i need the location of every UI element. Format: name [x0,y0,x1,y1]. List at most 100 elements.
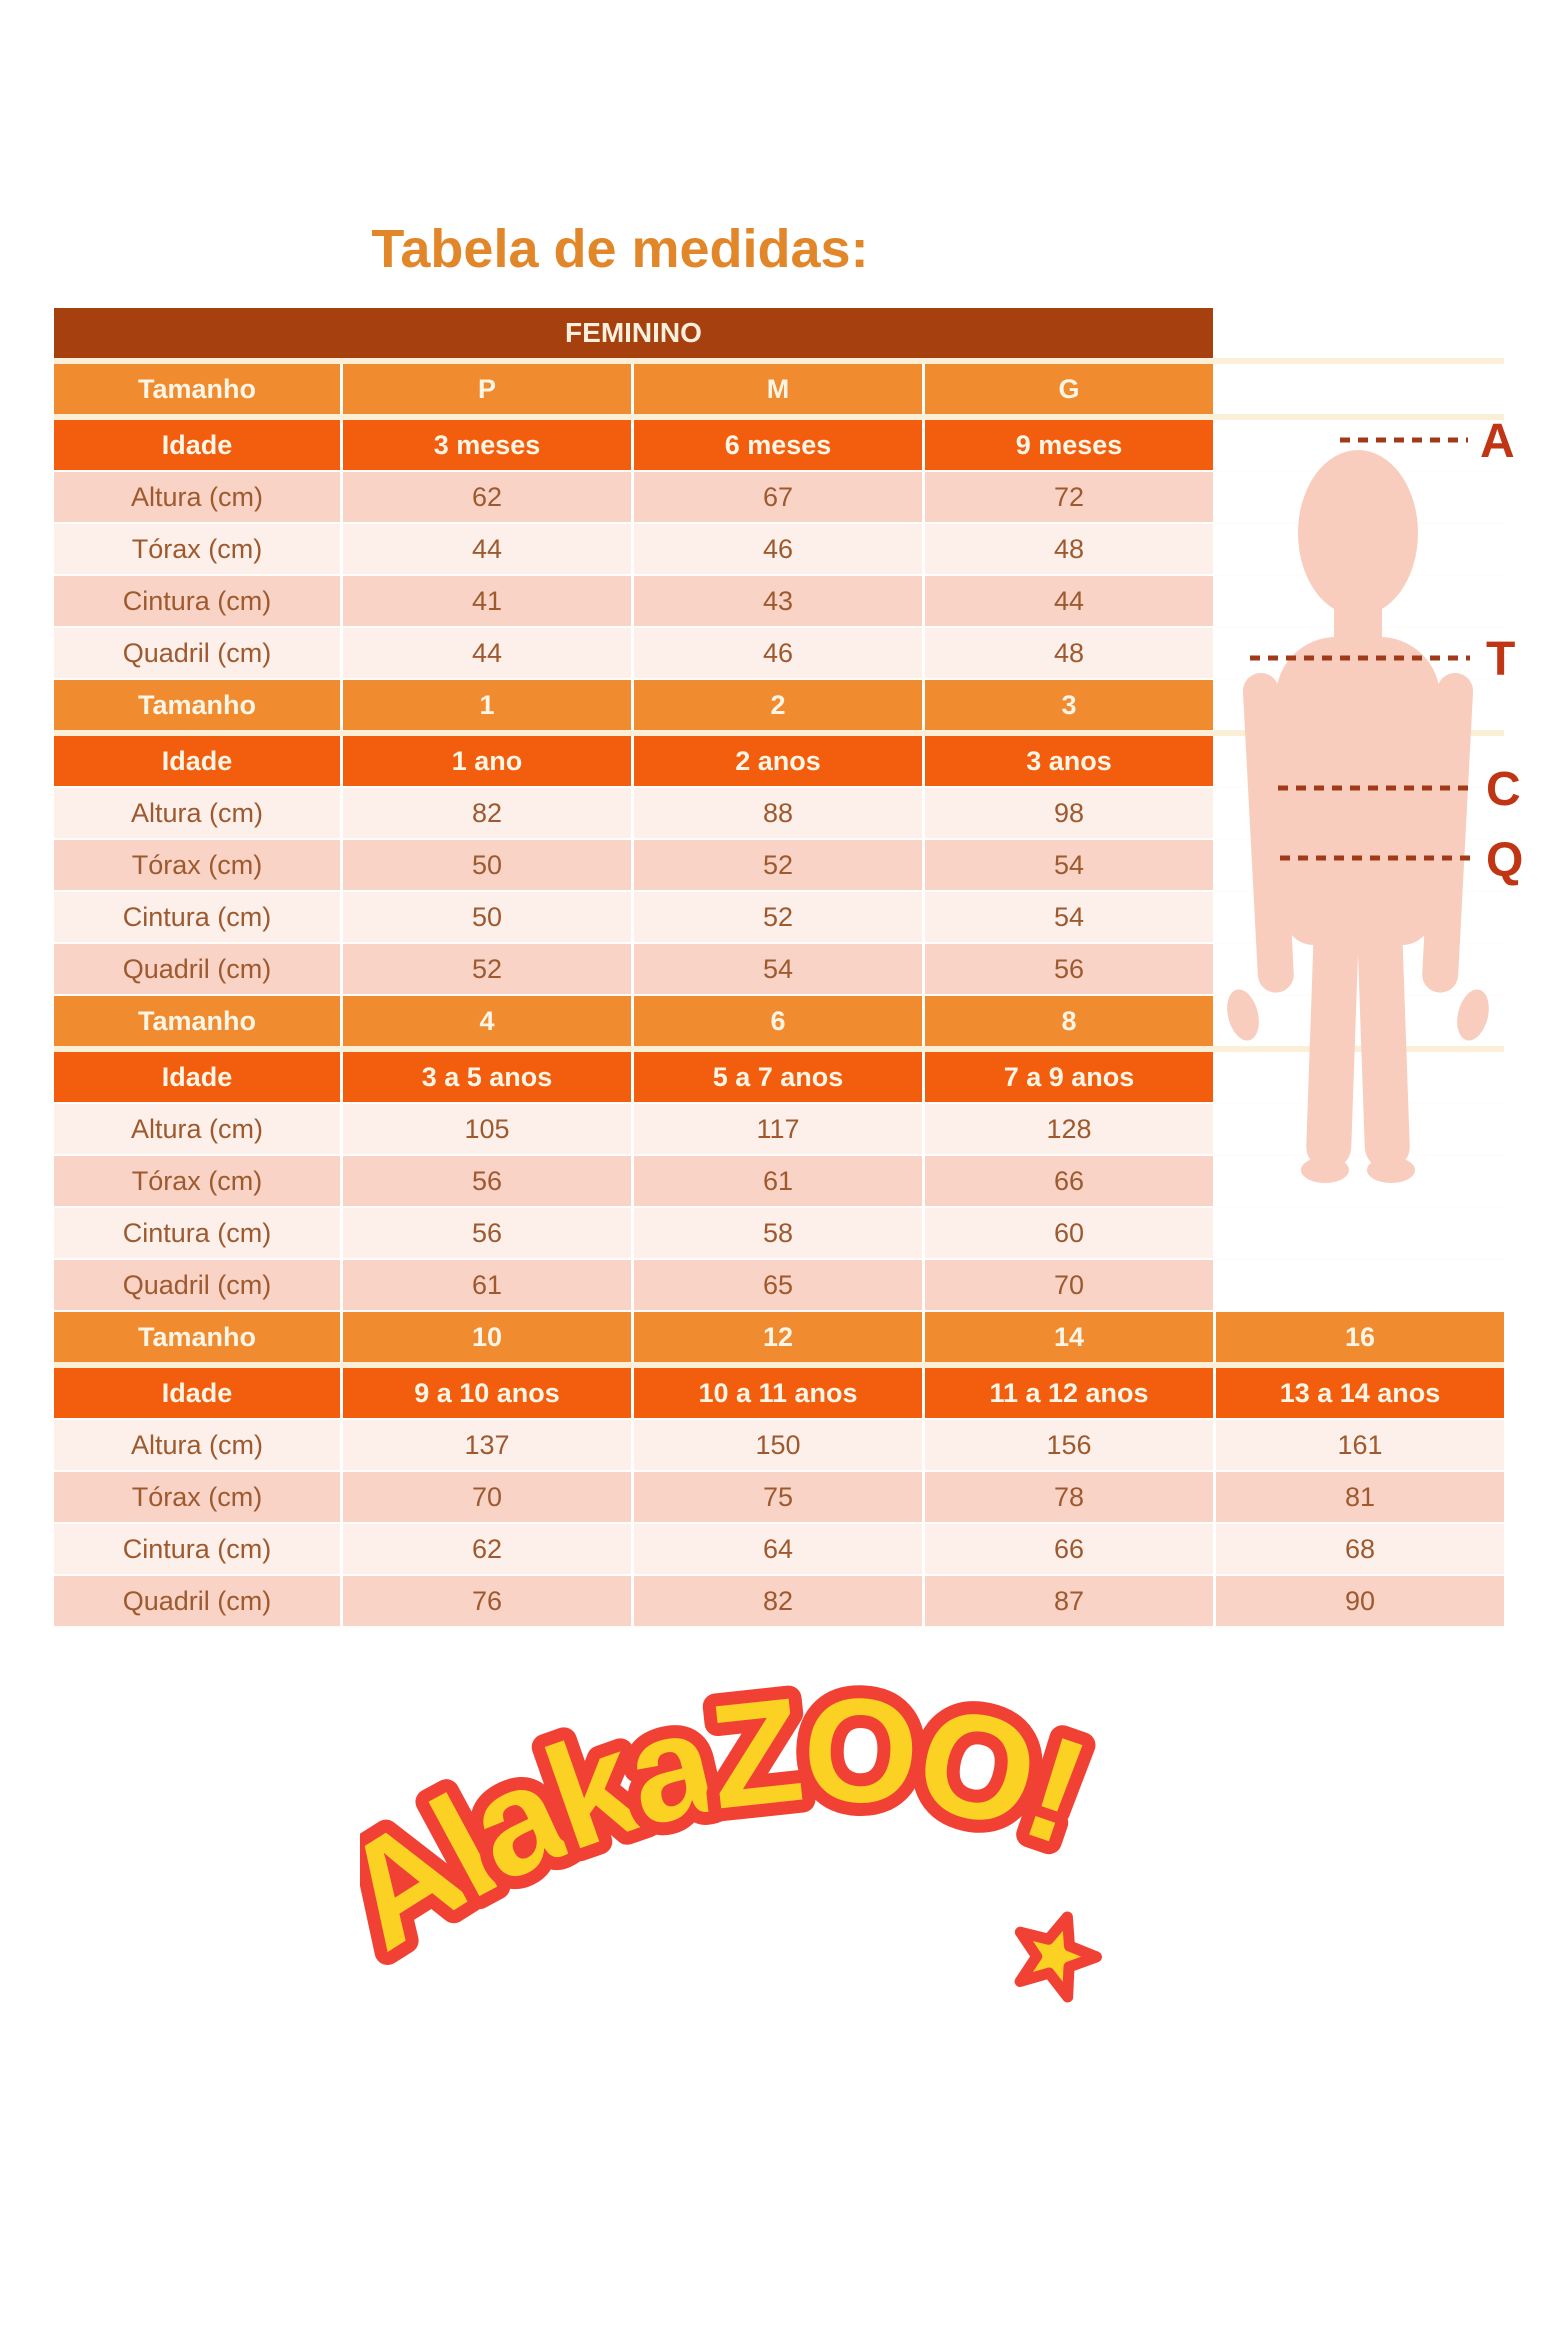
gender-header-cell: FEMININO [54,308,1213,358]
hip-letter-label: Q [1486,834,1523,887]
child-silhouette [1227,450,1489,1183]
age-value-cell: 6 meses [634,420,922,470]
waist-row-label-cell: Cintura (cm) [54,892,340,942]
height-row-label-cell: Altura (cm) [54,472,340,522]
chest-letter-label: T [1486,633,1515,686]
chest-value-cell: 44 [343,524,631,574]
hip-value-cell: 54 [634,944,922,994]
waist-value-cell: 50 [343,892,631,942]
size-row-label-cell: Tamanho [54,1312,340,1362]
hip-value-cell: 46 [634,628,922,678]
age-value-cell: 9 a 10 anos [343,1368,631,1418]
table-row-height: Altura (cm) 105 117 128 [54,1104,1504,1156]
waist-value-cell: 62 [343,1524,631,1574]
waist-value-cell: 54 [925,892,1213,942]
age-value-cell: 3 anos [925,736,1213,786]
brand-logo: AlakaZOO! [360,1653,1119,2003]
chest-value-cell: 81 [1216,1472,1504,1522]
height-value-cell: 98 [925,788,1213,838]
table-row-hip: Quadril (cm) 61 65 70 [54,1260,1504,1312]
chest-row-label-cell: Tórax (cm) [54,840,340,890]
table-row-chest: Tórax (cm) 44 46 48 [54,524,1504,576]
chest-value-cell: 78 [925,1472,1213,1522]
waist-row-label-cell: Cintura (cm) [54,1208,340,1258]
size-value-cell: 1 [343,680,631,730]
size-chart-table: FEMININO Tamanho P M G Idade 3 meses 6 meses 9 m… [54,308,1504,1628]
hip-value-cell: 87 [925,1576,1213,1626]
hip-value-cell: 82 [634,1576,922,1626]
table-row-chest: Tórax (cm) 56 61 66 [54,1156,1504,1208]
table-row-age: Idade 9 a 10 anos 10 a 11 anos 11 a 12 anos… [54,1368,1504,1420]
hip-value-cell: 90 [1216,1576,1504,1626]
table-row-chest: Tórax (cm) 50 52 54 [54,840,1504,892]
size-value-cell: 12 [634,1312,922,1362]
height-value-cell: 150 [634,1420,922,1470]
waist-row-label-cell: Cintura (cm) [54,1524,340,1574]
hip-row-label-cell: Quadril (cm) [54,1576,340,1626]
age-row-label-cell: Idade [54,736,340,786]
size-value-cell: 2 [634,680,922,730]
table-row-height: Altura (cm) 82 88 98 [54,788,1504,840]
waist-value-cell: 58 [634,1208,922,1258]
table-row-waist: Cintura (cm) 62 64 66 68 [54,1524,1504,1576]
age-value-cell: 3 a 5 anos [343,1052,631,1102]
chest-value-cell: 66 [925,1156,1213,1206]
table-row-waist: Cintura (cm) 50 52 54 [54,892,1504,944]
height-value-cell: 62 [343,472,631,522]
chest-value-cell: 61 [634,1156,922,1206]
age-row-label-cell: Idade [54,1052,340,1102]
age-value-cell: 1 ano [343,736,631,786]
table-row-waist: Cintura (cm) 56 58 60 [54,1208,1504,1260]
waist-value-cell: 41 [343,576,631,626]
hip-value-cell: 76 [343,1576,631,1626]
size-value-cell: 14 [925,1312,1213,1362]
size-value-cell: P [343,364,631,414]
brand-logo-text: AlakaZOO! [360,1653,1119,1994]
table-row-hip: Quadril (cm) 76 82 87 90 [54,1576,1504,1628]
chest-row-label-cell: Tórax (cm) [54,1156,340,1206]
age-value-cell: 9 meses [925,420,1213,470]
age-row-label-cell: Idade [54,1368,340,1418]
height-letter-label: A [1480,415,1515,468]
table-row-hip: Quadril (cm) 52 54 56 [54,944,1504,996]
chest-value-cell: 46 [634,524,922,574]
waist-row-label-cell: Cintura (cm) [54,576,340,626]
size-row-label-cell: Tamanho [54,364,340,414]
svg-text:AlakaZOO!: AlakaZOO! [360,1666,1100,1981]
waist-letter-label: C [1486,763,1521,816]
child-silhouette-figure: A T C Q [1227,415,1523,1183]
hip-value-cell: 56 [925,944,1213,994]
table-row-age: Idade 3 a 5 anos 5 a 7 anos 7 a 9 anos [54,1052,1504,1104]
chest-value-cell: 52 [634,840,922,890]
waist-value-cell: 56 [343,1208,631,1258]
size-row-label-cell: Tamanho [54,680,340,730]
age-value-cell: 10 a 11 anos [634,1368,922,1418]
age-value-cell: 13 a 14 anos [1216,1368,1504,1418]
age-value-cell: 11 a 12 anos [925,1368,1213,1418]
chest-value-cell: 70 [343,1472,631,1522]
height-value-cell: 161 [1216,1420,1504,1470]
hip-value-cell: 48 [925,628,1213,678]
height-value-cell: 72 [925,472,1213,522]
size-value-cell: 8 [925,996,1213,1046]
chest-value-cell: 50 [343,840,631,890]
table-row-hip: Quadril (cm) 44 46 48 [54,628,1504,680]
height-row-label-cell: Altura (cm) [54,1420,340,1470]
hip-value-cell: 65 [634,1260,922,1310]
star-icon [1014,1911,1102,2003]
chest-value-cell: 54 [925,840,1213,890]
age-value-cell: 2 anos [634,736,922,786]
size-value-cell: 3 [925,680,1213,730]
waist-value-cell: 44 [925,576,1213,626]
chest-row-label-cell: Tórax (cm) [54,1472,340,1522]
waist-value-cell: 60 [925,1208,1213,1258]
size-value-cell: 16 [1216,1312,1504,1362]
size-value-cell: G [925,364,1213,414]
hip-value-cell: 70 [925,1260,1213,1310]
size-value-cell: M [634,364,922,414]
table-row-size: Tamanho 4 6 8 [54,996,1504,1052]
height-row-label-cell: Altura (cm) [54,788,340,838]
chest-value-cell: 56 [343,1156,631,1206]
table-row-height: Altura (cm) 137 150 156 161 [54,1420,1504,1472]
hip-value-cell: 61 [343,1260,631,1310]
